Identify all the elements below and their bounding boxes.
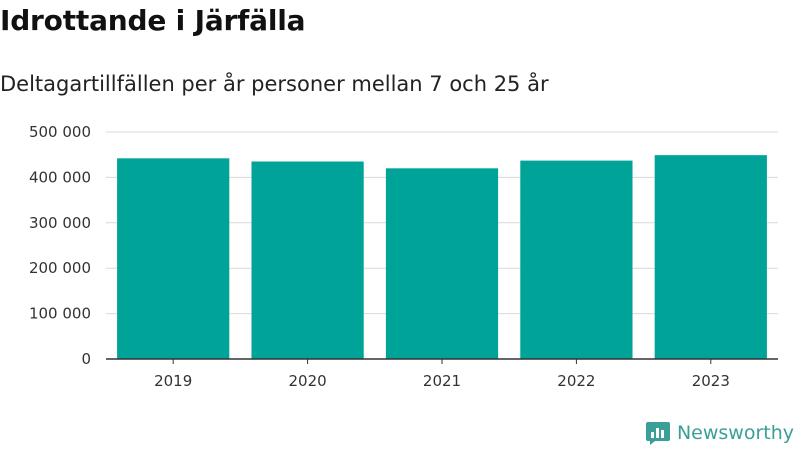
brand-name: Newsworthy xyxy=(676,422,794,444)
y-tick-label: 200 000 xyxy=(29,259,91,277)
chart-subtitle: Deltagartillfällen per år personer mella… xyxy=(0,72,549,96)
y-tick-label: 500 000 xyxy=(29,123,91,141)
bar-chart: 0 100 000 200 000 300 000 400 000 500 000 201… xyxy=(29,123,778,390)
y-tick-label: 300 000 xyxy=(29,214,91,232)
bar-2023 xyxy=(654,155,767,359)
newsworthy-brand: Newsworthy xyxy=(645,420,794,446)
x-tick-label: 2021 xyxy=(423,372,461,390)
chart-title: Idrottande i Järfälla xyxy=(0,4,306,37)
bars xyxy=(117,155,767,359)
x-tick-label: 2022 xyxy=(557,372,595,390)
y-tick-label: 400 000 xyxy=(29,168,91,186)
newsworthy-logo-icon xyxy=(645,422,670,445)
y-tick-label: 0 xyxy=(81,350,91,368)
bar-2019 xyxy=(117,158,230,359)
x-tick-label: 2020 xyxy=(289,372,327,390)
x-tick-labels: 2019 2020 2021 2022 2023 xyxy=(154,372,730,390)
x-tick-label: 2023 xyxy=(692,372,730,390)
axes xyxy=(106,358,778,364)
y-tick-labels: 0 100 000 200 000 300 000 400 000 500 000 xyxy=(29,123,91,368)
bar-2022 xyxy=(520,160,633,359)
bar-2021 xyxy=(385,168,499,359)
bar-2020 xyxy=(251,161,364,359)
x-tick-label: 2019 xyxy=(154,372,192,390)
y-tick-label: 100 000 xyxy=(29,305,91,323)
